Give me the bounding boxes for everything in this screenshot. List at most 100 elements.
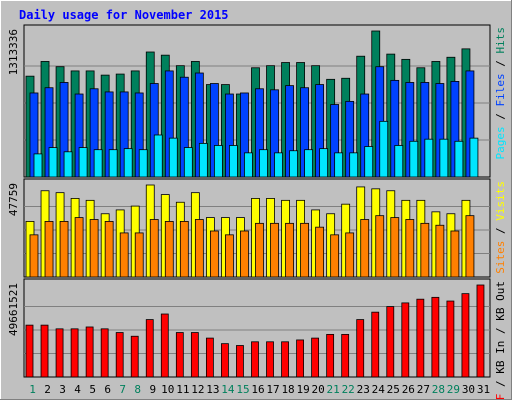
bar-sites-day-15: [240, 230, 249, 278]
x-tick-label-17: 17: [266, 383, 279, 396]
legend-separator: /: [494, 54, 507, 74]
bar-pages-day-14: [229, 145, 238, 178]
bar-kb-f-day-11: [175, 332, 184, 378]
bar-sites-day-28: [435, 224, 445, 278]
bar-sites-day-4: [74, 217, 84, 278]
bar-sites-day-24: [375, 215, 385, 278]
bar-pages-day-20: [319, 148, 329, 178]
x-tick-label-1: 1: [29, 383, 36, 396]
legend-bottom: KB F / KB In / KB Out: [494, 281, 507, 400]
bar-sites-day-2: [44, 221, 54, 278]
bar-pages-day-18: [289, 150, 298, 178]
x-tick-label-23: 23: [357, 383, 370, 396]
legend-item-kb-out: KB Out: [494, 281, 507, 321]
bar-kb-f-day-20: [311, 337, 320, 378]
x-tick-label-8: 8: [134, 383, 141, 396]
bar-sites-day-11: [179, 221, 189, 278]
bar-kb-f-day-9: [145, 319, 154, 378]
x-tick-label-14: 14: [221, 383, 235, 396]
bar-pages-day-1: [33, 153, 43, 178]
bar-sites-day-9: [149, 219, 159, 278]
x-tick-label-2: 2: [44, 383, 51, 396]
bar-pages-day-29: [454, 140, 464, 178]
bar-sites-day-8: [134, 232, 144, 278]
bar-sites-day-27: [420, 222, 430, 278]
legend-item-kb-in: KB In: [494, 341, 507, 374]
bar-kb-f-day-13: [205, 337, 214, 378]
bar-sites-day-17: [270, 222, 279, 278]
bar-kb-f-day-8: [130, 335, 139, 378]
x-tick-label-16: 16: [251, 383, 264, 396]
chart-panels: 1313336 Pages / Files / Hits 47759 Sites / …: [7, 24, 507, 404]
bar-pages-day-2: [48, 147, 58, 178]
x-tick-label-6: 6: [104, 383, 111, 396]
panel-middle: 47759 Sites / Visits: [7, 178, 507, 278]
bar-sites-day-6: [104, 221, 114, 278]
bar-pages-day-6: [108, 149, 118, 178]
bar-sites-day-26: [405, 219, 415, 278]
bar-pages-day-13: [213, 145, 223, 178]
bar-kb-f-day-31: [476, 284, 485, 378]
panel-bottom: 49661521 KB F / KB In / KB Out: [7, 278, 507, 404]
bar-kb-f-day-4: [70, 328, 79, 378]
x-axis-labels: 1 2 3 4 5 6 7 8 9 10 11 12 13 14 15 16 17 18 19 20 21 22 23 24 2…: [29, 383, 490, 396]
scale-label-middle: 47759: [7, 183, 20, 216]
x-tick-label-20: 20: [312, 383, 325, 396]
bar-pages-day-25: [394, 145, 404, 178]
x-tick-label-21: 21: [327, 383, 340, 396]
bar-kb-f-day-18: [281, 341, 289, 378]
bar-pages-day-26: [409, 140, 419, 178]
bar-sites-day-7: [119, 232, 129, 278]
x-tick-label-26: 26: [402, 383, 415, 396]
bar-pages-day-8: [138, 149, 148, 178]
bar-sites-day-23: [360, 219, 370, 278]
bar-sites-day-12: [194, 219, 204, 278]
x-tick-label-11: 11: [176, 383, 189, 396]
x-tick-label-25: 25: [387, 383, 400, 396]
legend-item-pages: Pages: [494, 126, 507, 159]
bar-pages-day-19: [304, 149, 313, 178]
bar-kb-f-day-27: [416, 298, 425, 378]
x-tick-label-24: 24: [372, 383, 386, 396]
x-tick-label-29: 29: [447, 383, 460, 396]
scale-label-bottom: 49661521: [7, 283, 20, 336]
bar-sites-day-20: [315, 226, 325, 278]
x-tick-label-4: 4: [74, 383, 81, 396]
bar-sites-day-13: [209, 230, 219, 278]
legend-item-visits: Visits: [494, 181, 507, 221]
x-tick-label-31: 31: [477, 383, 490, 396]
bar-pages-day-24: [379, 120, 389, 178]
bar-kb-f-day-7: [115, 332, 124, 378]
legend-item-sites: Sites: [494, 241, 507, 274]
bar-kb-f-day-2: [40, 324, 49, 378]
bar-kb-f-day-22: [341, 333, 350, 378]
bar-kb-f-day-26: [401, 302, 410, 378]
bar-pages-day-7: [123, 148, 133, 178]
bar-pages-day-30: [469, 137, 479, 178]
bar-kb-f-day-3: [55, 328, 64, 378]
bar-sites-day-5: [89, 219, 99, 278]
scale-label-top: 1313336: [7, 29, 20, 75]
bar-kb-f-day-1: [25, 324, 34, 378]
x-tick-label-30: 30: [462, 383, 475, 396]
bar-kb-f-day-5: [85, 326, 94, 378]
legend-middle: Sites / Visits: [494, 181, 507, 274]
bar-pages-day-27: [424, 138, 434, 178]
legend-separator: /: [494, 107, 507, 127]
bar-pages-day-21: [334, 152, 344, 178]
bar-kb-f-day-29: [446, 300, 455, 378]
bar-sites-day-18: [285, 222, 294, 278]
bar-kb-f-day-12: [190, 332, 199, 378]
x-tick-label-5: 5: [89, 383, 96, 396]
x-tick-label-10: 10: [161, 383, 174, 396]
bar-kb-f-day-15: [236, 345, 244, 378]
bar-kb-f-day-23: [356, 319, 365, 378]
bar-kb-f-day-30: [461, 293, 470, 378]
bar-sites-day-16: [255, 222, 264, 278]
bar-pages-day-28: [439, 138, 449, 178]
bar-sites-day-1: [29, 234, 39, 278]
x-tick-label-9: 9: [149, 383, 156, 396]
bar-pages-day-5: [93, 149, 103, 178]
bar-sites-day-14: [225, 234, 234, 278]
